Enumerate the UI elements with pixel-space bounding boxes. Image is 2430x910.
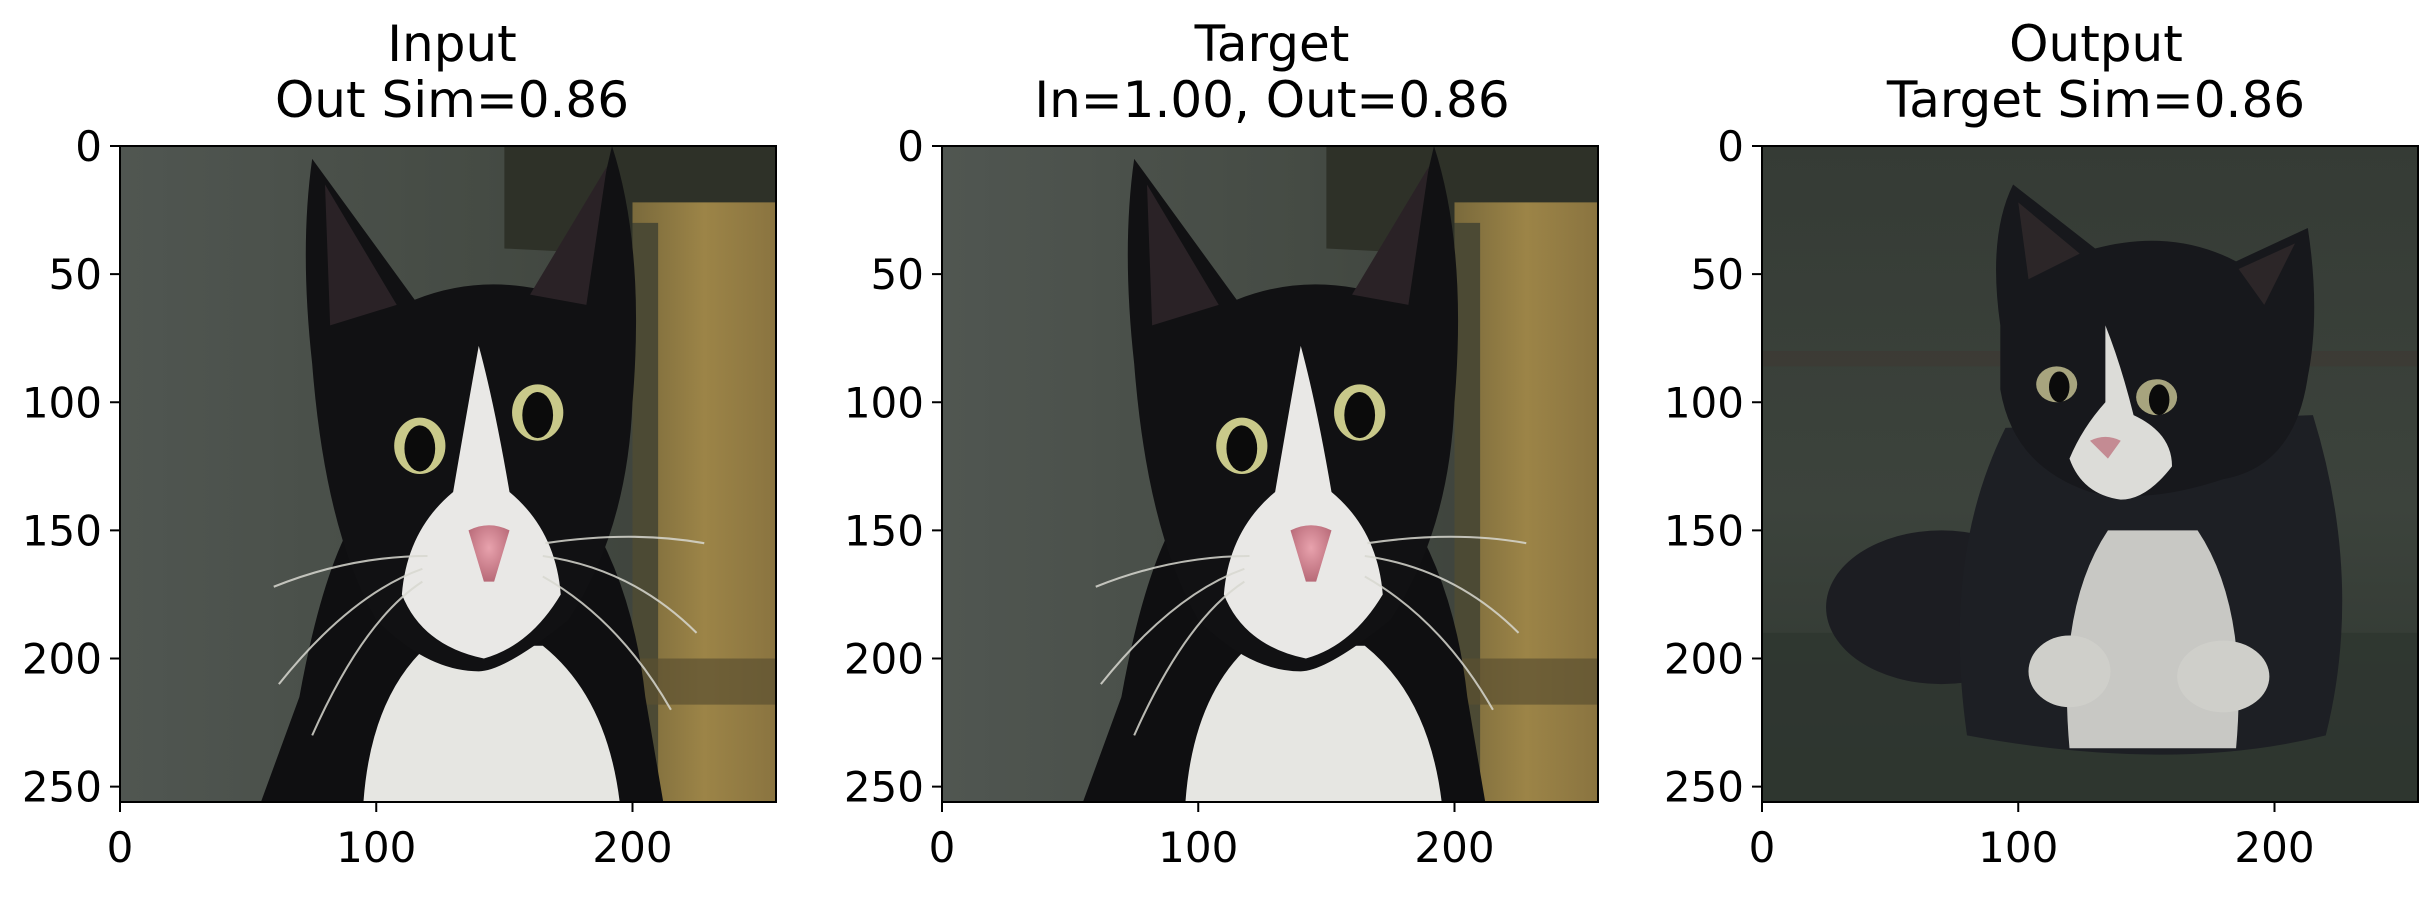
panel-title-output-line1: Output xyxy=(2009,15,2183,73)
panel-title-input-line1: Input xyxy=(387,15,517,73)
y-tick-label: 100 xyxy=(1664,378,1744,427)
panel-title-target-line2: In=1.00, Out=0.86 xyxy=(1034,71,1510,129)
y-tick-label: 50 xyxy=(49,250,102,299)
y-tick-label: 150 xyxy=(22,506,102,555)
y-tick-label: 150 xyxy=(844,506,924,555)
y-tick-label: 100 xyxy=(844,378,924,427)
y-tick-label: 200 xyxy=(1664,635,1744,684)
axes-frame xyxy=(1761,145,2419,803)
y-tick-label: 150 xyxy=(1664,506,1744,555)
y-tick-label: 250 xyxy=(844,763,924,812)
y-tick-label: 200 xyxy=(844,635,924,684)
panel-title-target: Target In=1.00, Out=0.86 xyxy=(922,16,1622,128)
x-tick-label: 0 xyxy=(929,823,956,872)
x-tick-label: 0 xyxy=(107,823,134,872)
y-tick-label: 0 xyxy=(897,122,924,171)
panel-title-output-line2: Target Sim=0.86 xyxy=(1886,71,2306,129)
panel-image-input xyxy=(118,144,778,804)
panel-image-target xyxy=(940,144,1600,804)
panel-title-output: Output Target Sim=0.86 xyxy=(1746,16,2430,128)
x-tick-label: 100 xyxy=(336,823,416,872)
y-tick-label: 250 xyxy=(1664,763,1744,812)
axes-frame xyxy=(941,145,1599,803)
axes-frame xyxy=(119,145,777,803)
y-tick-label: 100 xyxy=(22,378,102,427)
y-tick-label: 50 xyxy=(871,250,924,299)
panel-image-output xyxy=(1762,146,2418,802)
y-tick-label: 0 xyxy=(1717,122,1744,171)
y-tick-label: 200 xyxy=(22,635,102,684)
x-tick-label: 200 xyxy=(2234,823,2314,872)
y-tick-label: 50 xyxy=(1691,250,1744,299)
y-tick-label: 0 xyxy=(75,122,102,171)
panel-title-input-line2: Out Sim=0.86 xyxy=(274,71,630,129)
panel-title-input: Input Out Sim=0.86 xyxy=(102,16,802,128)
x-tick-label: 100 xyxy=(1158,823,1238,872)
x-tick-label: 200 xyxy=(1414,823,1494,872)
x-tick-label: 200 xyxy=(592,823,672,872)
y-tick-label: 250 xyxy=(22,763,102,812)
x-tick-label: 0 xyxy=(1749,823,1776,872)
x-tick-label: 100 xyxy=(1978,823,2058,872)
panel-title-target-line1: Target xyxy=(1194,15,1350,73)
